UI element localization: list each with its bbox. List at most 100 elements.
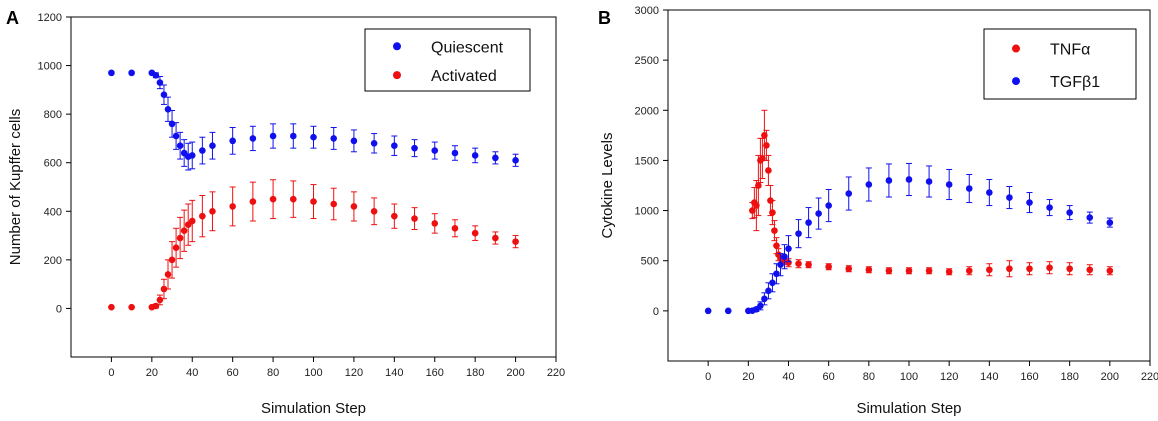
data-point	[704, 307, 712, 315]
legend-label: Quiescent	[431, 39, 504, 56]
y-tick-label: 2500	[635, 55, 659, 67]
data-point	[451, 224, 459, 232]
x-tick-label: 180	[466, 367, 484, 379]
x-tick-label: 200	[1101, 371, 1119, 383]
panel-label: A	[6, 8, 19, 28]
legend-box	[364, 28, 531, 92]
x-tick-label: 40	[186, 367, 198, 379]
data-point	[471, 229, 479, 237]
data-point	[815, 210, 822, 217]
data-point	[724, 307, 732, 315]
data-point	[152, 71, 160, 79]
data-point	[310, 133, 317, 141]
data-point	[753, 202, 760, 209]
data-point	[777, 261, 784, 269]
data-point	[1086, 266, 1094, 274]
x-tick-label: 220	[1141, 371, 1158, 383]
x-tick-label: 40	[782, 371, 794, 383]
data-point	[765, 167, 772, 174]
x-tick-label: 180	[1060, 371, 1078, 383]
y-tick-label: 1200	[38, 12, 62, 24]
data-point	[885, 267, 893, 275]
y-tick-label: 2000	[635, 105, 659, 117]
data-point	[152, 302, 160, 310]
data-point	[1046, 204, 1053, 211]
data-point	[108, 303, 115, 311]
data-point	[925, 178, 933, 185]
y-tick-label: 1500	[635, 155, 659, 167]
legend: Quiescent Activated	[364, 28, 531, 92]
data-point	[229, 137, 236, 145]
panel-label: B	[598, 8, 611, 28]
x-tick-label: 0	[108, 367, 114, 379]
data-point	[795, 260, 802, 268]
data-point	[755, 182, 762, 189]
data-point	[769, 209, 776, 216]
series-tgf-1	[704, 162, 1114, 315]
data-point	[905, 267, 913, 275]
legend-label: TGFβ1	[1050, 74, 1100, 91]
data-point	[805, 261, 812, 269]
y-axis-title: Cytokine Levels	[599, 133, 616, 239]
legend-marker	[1012, 44, 1020, 53]
data-point	[156, 296, 164, 304]
x-axis-title: Simulation Step	[261, 400, 366, 417]
data-point	[986, 189, 993, 196]
x-tick-label: 60	[227, 367, 239, 379]
legend: TNFα TGFβ1	[983, 28, 1137, 100]
data-point	[781, 253, 788, 261]
legend-marker	[1012, 77, 1020, 86]
data-point	[172, 132, 180, 140]
legend-marker	[393, 42, 401, 51]
series-activated	[108, 179, 519, 311]
x-tick-label: 60	[823, 371, 835, 383]
data-point	[965, 267, 973, 275]
y-tick-label: 200	[44, 255, 62, 267]
x-tick-label: 20	[742, 371, 754, 383]
data-point	[1106, 267, 1114, 275]
data-point	[845, 190, 853, 197]
data-point	[757, 302, 764, 310]
x-tick-label: 140	[385, 367, 403, 379]
x-tick-label: 120	[345, 367, 363, 379]
y-axis-title: Number of Kupffer cells	[7, 109, 24, 265]
data-point	[771, 227, 778, 234]
data-point	[391, 212, 398, 220]
x-tick-label: 140	[980, 371, 998, 383]
data-point	[168, 256, 176, 264]
data-point	[350, 137, 358, 145]
x-tick-label: 80	[863, 371, 875, 383]
y-tick-label: 800	[44, 109, 62, 121]
data-point	[156, 79, 164, 86]
data-point	[411, 215, 418, 222]
data-point	[199, 212, 206, 220]
data-point	[249, 135, 257, 142]
y-tick-label: 400	[44, 206, 62, 218]
data-point	[767, 197, 774, 204]
data-point	[986, 266, 993, 274]
y-tick-label: 0	[653, 306, 659, 318]
data-point	[945, 181, 953, 188]
data-point	[128, 69, 135, 77]
data-point	[925, 267, 933, 275]
y-tick-label: 1000	[38, 61, 62, 73]
data-point	[512, 238, 519, 245]
data-point	[1046, 264, 1053, 272]
data-point	[492, 234, 499, 242]
data-point	[1066, 209, 1073, 216]
data-point	[512, 156, 519, 164]
x-axis-title: Simulation Step	[856, 400, 961, 417]
data-point	[188, 152, 196, 159]
legend-marker	[393, 71, 401, 80]
x-tick-label: 80	[267, 367, 279, 379]
data-point	[945, 268, 953, 276]
data-point	[269, 195, 277, 203]
data-point	[825, 263, 832, 271]
data-point	[160, 285, 168, 293]
data-point	[905, 176, 913, 183]
data-point	[1006, 265, 1013, 273]
data-point	[773, 242, 780, 249]
data-point	[330, 135, 338, 142]
legend-label: Activated	[431, 68, 497, 85]
data-point	[1026, 265, 1033, 273]
